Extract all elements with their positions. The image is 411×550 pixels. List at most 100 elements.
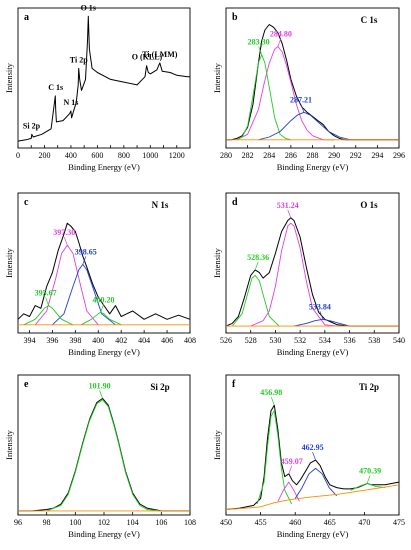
peak-position-label: 462.95 xyxy=(302,443,324,452)
fit-peak-blue xyxy=(294,467,338,499)
plot-frame xyxy=(17,7,191,149)
panel-letter: a xyxy=(24,12,29,23)
fit-peak-green xyxy=(23,305,74,326)
peak-position-label: 395.67 xyxy=(35,289,57,298)
x-tick-label: 600 xyxy=(91,151,103,160)
x-tick-label: 460 xyxy=(289,518,301,527)
measured-spectrum xyxy=(225,404,400,510)
y-axis-label: Intensity xyxy=(4,247,14,277)
fit-peak-magenta xyxy=(277,481,300,502)
x-tick-label: 288 xyxy=(307,151,319,160)
annotation-leader xyxy=(258,46,263,55)
measured-spectrum xyxy=(17,15,190,142)
peak-position-label: 397.30 xyxy=(53,228,75,237)
x-tick-label: 406 xyxy=(161,336,173,345)
panel-title: Si 2p xyxy=(150,382,169,392)
x-tick-label: 294 xyxy=(371,151,383,160)
annotation-leader xyxy=(99,390,103,399)
panel-c: 394 396 398 400 402 404 406 408 Binding Energy (… xyxy=(4,192,196,357)
peak-label: Si 2p xyxy=(23,121,41,130)
annotation-leader xyxy=(82,256,87,265)
x-tick-label: 538 xyxy=(368,336,380,345)
annotation-leader xyxy=(287,209,292,218)
panel-letter: c xyxy=(24,197,29,208)
fit-peak-green xyxy=(231,274,280,327)
x-tick-label: 536 xyxy=(344,336,356,345)
measured-spectrum xyxy=(17,222,191,320)
x-tick-label: 532 xyxy=(294,336,306,345)
x-tick-label: 296 xyxy=(393,151,405,160)
peak-position-label: 470.39 xyxy=(359,466,381,475)
peak-position-label: 533.84 xyxy=(309,302,331,311)
x-tick-label: 1000 xyxy=(142,151,158,160)
y-axis-label: Intensity xyxy=(212,429,222,459)
x-tick-label: 200 xyxy=(38,151,50,160)
plot-frame xyxy=(225,7,400,149)
x-tick-label: 286 xyxy=(285,151,297,160)
x-tick-label: 284 xyxy=(263,151,275,160)
x-tick-label: 292 xyxy=(350,151,362,160)
x-tick-label: 280 xyxy=(220,151,232,160)
annotation-leader xyxy=(319,311,324,320)
panel-d: 526 528 530 532 534 536 538 540 Binding Energy (… xyxy=(212,192,405,357)
x-tick-label: 465 xyxy=(324,518,336,527)
y-axis-label: Intensity xyxy=(4,62,14,92)
panel-e: 96 98 100 102 104 106 108 Binding Energy (eV) In… xyxy=(4,374,196,539)
x-tick-label: 470 xyxy=(358,518,370,527)
annotation-leader xyxy=(277,38,282,47)
peak-position-label: 531.24 xyxy=(277,201,299,210)
x-axis-label: Binding Energy (eV) xyxy=(277,347,349,357)
peak-position-label: 459.07 xyxy=(281,457,303,466)
background-baseline xyxy=(225,484,400,510)
annotation-leader xyxy=(63,237,68,246)
peak-position-label: 284.80 xyxy=(270,29,292,38)
y-axis-label: Intensity xyxy=(212,247,222,277)
x-axis-label: Binding Energy (eV) xyxy=(68,529,140,539)
x-tick-label: 104 xyxy=(127,518,139,527)
measured-spectrum xyxy=(18,397,190,512)
panel-letter: d xyxy=(232,197,238,208)
fit-peak-magenta xyxy=(236,46,335,141)
x-tick-label: 530 xyxy=(269,336,281,345)
fit-peak-green xyxy=(80,311,122,326)
y-axis-label: Intensity xyxy=(212,62,222,92)
x-tick-label: 108 xyxy=(184,518,196,527)
peak-position-label: 456.98 xyxy=(260,388,282,397)
peak-position-label: 398.65 xyxy=(75,247,97,256)
panel-letter: e xyxy=(24,379,29,390)
x-tick-label: 540 xyxy=(393,336,405,345)
fit-peak-green xyxy=(46,399,162,512)
x-tick-label: 1200 xyxy=(169,151,185,160)
peak-label: Ti (LMM) xyxy=(142,50,178,59)
x-axis-label: Binding Energy (eV) xyxy=(68,162,140,172)
peak-position-label: 287.21 xyxy=(290,95,312,104)
x-tick-label: 106 xyxy=(155,518,167,527)
peak-position-label: 400.20 xyxy=(93,295,115,304)
x-tick-label: 398 xyxy=(69,336,81,345)
plot-frame xyxy=(225,192,400,334)
x-tick-label: 450 xyxy=(220,518,232,527)
panel-b: 280 282 284 286 288 290 292 294 296 Binding Energ… xyxy=(212,7,405,172)
plot-frame xyxy=(17,374,191,516)
panel-title: Ti 2p xyxy=(359,382,379,392)
x-tick-label: 400 xyxy=(65,151,77,160)
x-axis-label: Binding Energy (eV) xyxy=(277,529,349,539)
x-tick-label: 528 xyxy=(245,336,257,345)
x-tick-label: 102 xyxy=(98,518,110,527)
x-tick-label: 400 xyxy=(92,336,104,345)
x-tick-label: 402 xyxy=(115,336,127,345)
x-tick-label: 0 xyxy=(16,151,20,160)
annotation-leader xyxy=(254,261,259,271)
x-axis-label: Binding Energy (eV) xyxy=(277,162,349,172)
x-tick-label: 455 xyxy=(255,518,267,527)
y-axis-label: Intensity xyxy=(4,429,14,459)
peak-label: N 1s xyxy=(63,98,78,107)
peak-label: O (KLL) xyxy=(132,53,163,62)
panel-a: 0 200 400 600 800 1000 1200 Binding Energy (eV)… xyxy=(4,3,191,172)
peak-label: O 1s xyxy=(81,3,96,12)
annotation-leader xyxy=(288,465,293,474)
x-tick-label: 394 xyxy=(23,336,35,345)
fit-peak-green xyxy=(236,54,292,141)
peak-position-label: 101.90 xyxy=(89,381,111,390)
